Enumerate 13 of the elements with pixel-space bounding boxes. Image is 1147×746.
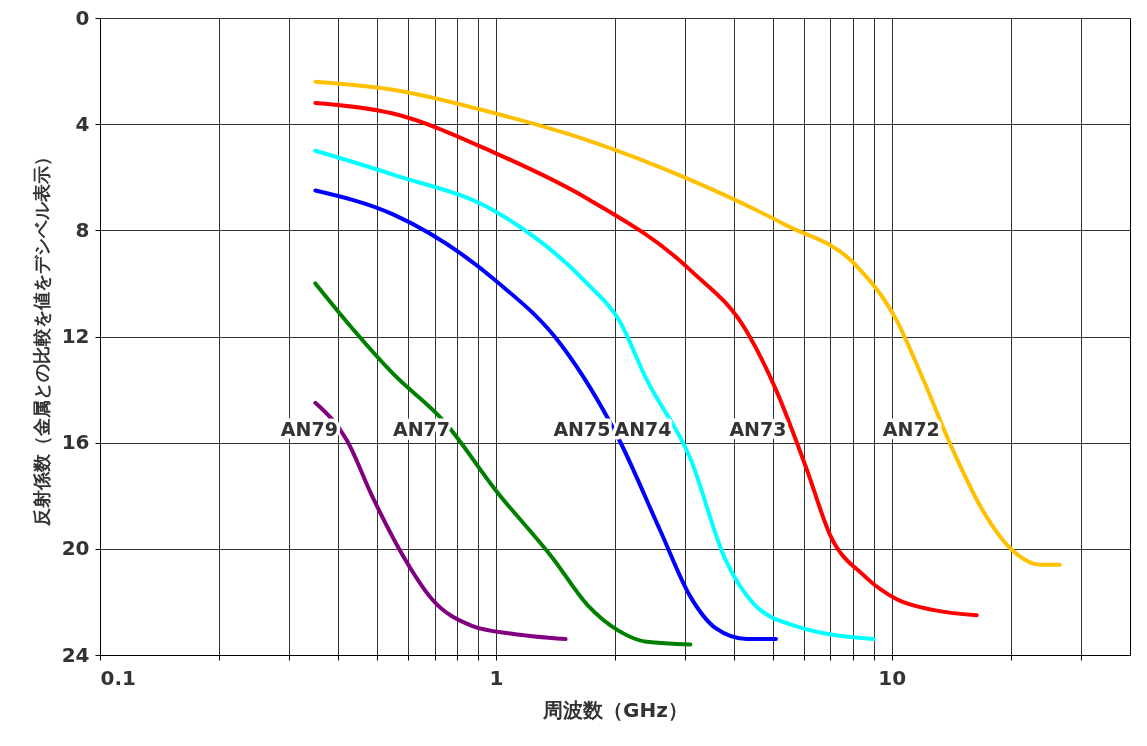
y-tick-label: 24 <box>61 642 90 667</box>
y-tick-label: 16 <box>61 430 90 455</box>
series-label: AN75 <box>553 417 611 440</box>
y-tick-label: 0 <box>75 5 90 30</box>
y-tick-label: 12 <box>61 324 90 348</box>
x-axis-title: 周波数（GHz） <box>542 697 688 722</box>
x-tick-label: 1 <box>489 665 504 690</box>
y-tick-label: 4 <box>75 111 90 136</box>
x-tick-label: 10 <box>878 665 907 690</box>
y-axis-title: 反射係数（金属との比較を値をデシベル表示） <box>30 148 52 527</box>
y-tick-label: 8 <box>75 217 90 242</box>
y-tick-label: 20 <box>61 536 90 561</box>
x-tick-label: 0.1 <box>100 665 136 690</box>
